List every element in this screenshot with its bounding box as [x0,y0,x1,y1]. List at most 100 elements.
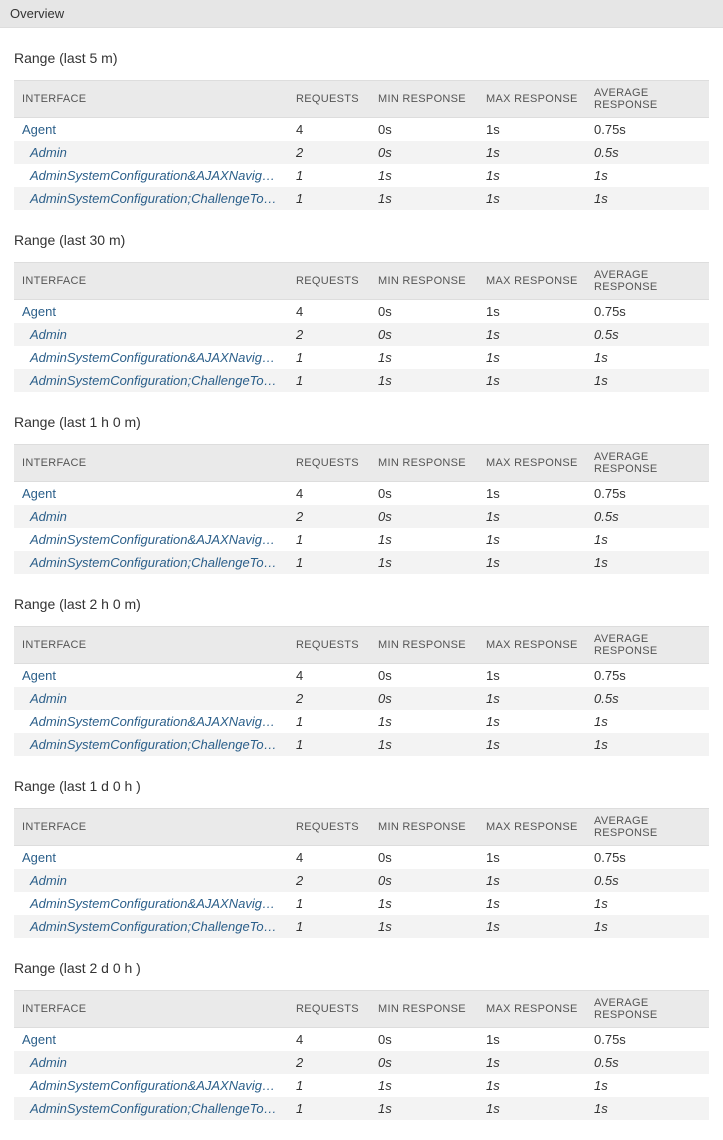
interface-link[interactable]: AdminSystemConfiguration&AJAXNavigati... [14,892,288,915]
interface-link[interactable]: Agent [14,118,288,142]
table-row: AdminSystemConfiguration;ChallengeTok...… [14,915,709,938]
interface-link[interactable]: Admin [14,505,288,528]
table-row: AdminSystemConfiguration;ChallengeTok...… [14,187,709,210]
table-row: Admin20s1s0.5s [14,505,709,528]
interface-link[interactable]: Agent [14,846,288,870]
table-row: AdminSystemConfiguration;ChallengeTok...… [14,733,709,756]
metrics-table: INTERFACEREQUESTSMIN RESPONSEMAX RESPONS… [14,808,709,938]
range-title: Range (last 1 d 0 h ) [14,778,709,794]
range-section: Range (last 1 h 0 m)INTERFACEREQUESTSMIN… [14,414,709,574]
col-min-response: MIN RESPONSE [370,627,478,664]
requests-cell: 1 [288,346,370,369]
table-row: Admin20s1s0.5s [14,141,709,164]
max-response-cell: 1s [478,141,586,164]
interface-link[interactable]: AdminSystemConfiguration;ChallengeTok... [14,187,288,210]
avg-response-cell: 0.75s [586,300,709,324]
requests-cell: 1 [288,915,370,938]
col-interface: INTERFACE [14,627,288,664]
metrics-table: INTERFACEREQUESTSMIN RESPONSEMAX RESPONS… [14,626,709,756]
max-response-cell: 1s [478,1097,586,1120]
min-response-cell: 0s [370,687,478,710]
table-row: Admin20s1s0.5s [14,869,709,892]
interface-link[interactable]: Agent [14,300,288,324]
interface-link[interactable]: AdminSystemConfiguration&AJAXNavigati... [14,346,288,369]
avg-response-cell: 1s [586,915,709,938]
col-avg-response: AVERAGE RESPONSE [586,991,709,1028]
requests-cell: 1 [288,187,370,210]
avg-response-cell: 0.75s [586,482,709,506]
col-interface: INTERFACE [14,809,288,846]
interface-link[interactable]: AdminSystemConfiguration;ChallengeTok... [14,1097,288,1120]
avg-response-cell: 1s [586,710,709,733]
range-section: Range (last 30 m)INTERFACEREQUESTSMIN RE… [14,232,709,392]
interface-link[interactable]: Admin [14,1051,288,1074]
max-response-cell: 1s [478,528,586,551]
col-requests: REQUESTS [288,445,370,482]
requests-cell: 1 [288,1074,370,1097]
interface-link[interactable]: AdminSystemConfiguration&AJAXNavigati... [14,164,288,187]
requests-cell: 1 [288,892,370,915]
min-response-cell: 1s [370,551,478,574]
col-min-response: MIN RESPONSE [370,991,478,1028]
avg-response-cell: 1s [586,346,709,369]
avg-response-cell: 1s [586,551,709,574]
max-response-cell: 1s [478,733,586,756]
range-title: Range (last 1 h 0 m) [14,414,709,430]
requests-cell: 1 [288,528,370,551]
interface-link[interactable]: AdminSystemConfiguration;ChallengeTok... [14,915,288,938]
avg-response-cell: 0.5s [586,1051,709,1074]
interface-link[interactable]: Agent [14,1028,288,1052]
col-max-response: MAX RESPONSE [478,81,586,118]
col-interface: INTERFACE [14,445,288,482]
table-row: Agent40s1s0.75s [14,846,709,870]
table-row: AdminSystemConfiguration;ChallengeTok...… [14,369,709,392]
table-row: Agent40s1s0.75s [14,482,709,506]
min-response-cell: 0s [370,1051,478,1074]
interface-link[interactable]: Admin [14,141,288,164]
interface-link[interactable]: Admin [14,687,288,710]
min-response-cell: 0s [370,300,478,324]
interface-link[interactable]: AdminSystemConfiguration&AJAXNavigati... [14,710,288,733]
interface-link[interactable]: AdminSystemConfiguration&AJAXNavigati... [14,528,288,551]
col-max-response: MAX RESPONSE [478,263,586,300]
col-requests: REQUESTS [288,991,370,1028]
min-response-cell: 0s [370,141,478,164]
interface-link[interactable]: AdminSystemConfiguration;ChallengeTok... [14,733,288,756]
requests-cell: 4 [288,664,370,688]
table-row: Agent40s1s0.75s [14,118,709,142]
col-max-response: MAX RESPONSE [478,809,586,846]
col-interface: INTERFACE [14,81,288,118]
interface-link[interactable]: AdminSystemConfiguration;ChallengeTok... [14,551,288,574]
interface-link[interactable]: Agent [14,664,288,688]
min-response-cell: 1s [370,710,478,733]
table-row: Admin20s1s0.5s [14,323,709,346]
min-response-cell: 0s [370,1028,478,1052]
col-avg-response: AVERAGE RESPONSE [586,627,709,664]
table-row: AdminSystemConfiguration;ChallengeTok...… [14,1097,709,1120]
max-response-cell: 1s [478,869,586,892]
table-row: Agent40s1s0.75s [14,1028,709,1052]
interface-link[interactable]: Admin [14,869,288,892]
requests-cell: 2 [288,505,370,528]
col-min-response: MIN RESPONSE [370,809,478,846]
table-row: Admin20s1s0.5s [14,1051,709,1074]
min-response-cell: 1s [370,187,478,210]
requests-cell: 2 [288,1051,370,1074]
avg-response-cell: 0.75s [586,664,709,688]
max-response-cell: 1s [478,687,586,710]
table-row: AdminSystemConfiguration&AJAXNavigati...… [14,710,709,733]
avg-response-cell: 1s [586,1097,709,1120]
interface-link[interactable]: AdminSystemConfiguration&AJAXNavigati... [14,1074,288,1097]
table-row: Agent40s1s0.75s [14,300,709,324]
interface-link[interactable]: AdminSystemConfiguration;ChallengeTok... [14,369,288,392]
interface-link[interactable]: Admin [14,323,288,346]
min-response-cell: 0s [370,664,478,688]
max-response-cell: 1s [478,300,586,324]
interface-link[interactable]: Agent [14,482,288,506]
min-response-cell: 1s [370,915,478,938]
avg-response-cell: 0.75s [586,846,709,870]
max-response-cell: 1s [478,369,586,392]
avg-response-cell: 0.5s [586,687,709,710]
requests-cell: 4 [288,300,370,324]
max-response-cell: 1s [478,482,586,506]
